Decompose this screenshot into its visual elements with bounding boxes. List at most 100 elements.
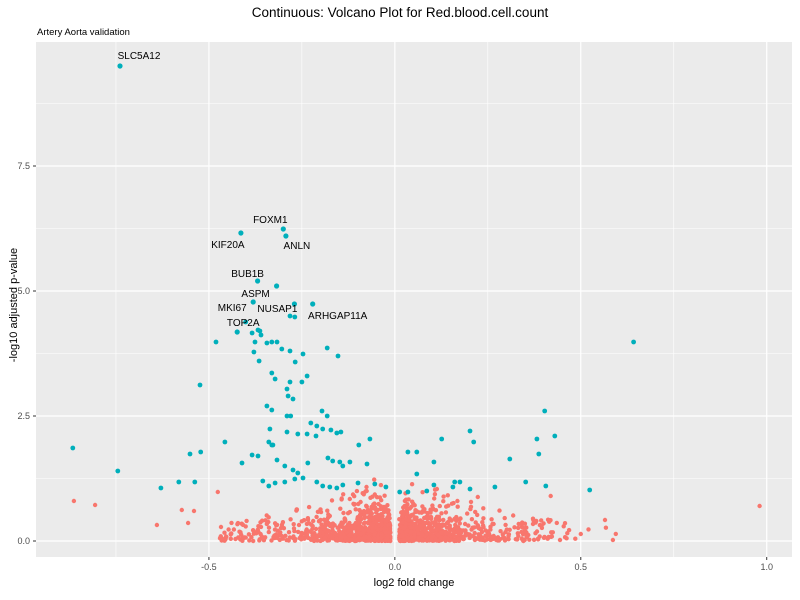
data-point <box>469 517 475 522</box>
data-point <box>428 521 433 526</box>
data-point <box>398 534 404 539</box>
data-point <box>372 532 377 537</box>
data-point <box>554 520 559 526</box>
data-point <box>448 537 453 542</box>
data-point <box>296 522 302 528</box>
data-point <box>437 518 442 523</box>
data-point <box>457 521 462 526</box>
data-point <box>357 512 363 518</box>
gene-label: ARHGAP11A <box>308 311 368 322</box>
data-point <box>285 393 291 399</box>
data-point <box>421 520 426 525</box>
data-point <box>441 499 446 504</box>
data-point <box>317 518 322 523</box>
data-point <box>364 484 369 490</box>
data-point <box>404 511 410 517</box>
data-point <box>222 439 228 445</box>
data-point <box>272 527 278 532</box>
data-point <box>488 527 493 532</box>
data-point <box>534 529 540 534</box>
data-point <box>231 527 237 532</box>
data-point <box>463 531 469 536</box>
data-point <box>455 527 460 532</box>
data-point <box>266 529 271 535</box>
data-point <box>176 479 182 485</box>
data-point <box>362 515 367 521</box>
data-point <box>375 537 380 542</box>
data-point <box>334 430 340 436</box>
data-point <box>412 503 417 508</box>
data-point <box>240 522 246 527</box>
data-point <box>457 479 463 485</box>
data-point <box>490 521 495 527</box>
data-point <box>373 515 379 520</box>
data-point <box>292 314 298 320</box>
data-point <box>495 538 501 543</box>
data-point <box>446 519 451 525</box>
data-point <box>312 537 317 542</box>
data-point <box>338 506 343 511</box>
data-point <box>279 346 285 352</box>
data-point <box>378 482 384 488</box>
plot-subtitle: Artery Aorta validation <box>37 27 130 38</box>
data-point <box>314 423 320 429</box>
data-point <box>506 533 511 539</box>
page-title: Continuous: Volcano Plot for Red.blood.c… <box>251 5 549 20</box>
data-point <box>524 534 529 540</box>
data-point <box>338 429 344 435</box>
data-point <box>537 534 542 539</box>
data-point <box>287 379 293 385</box>
data-point <box>267 426 273 432</box>
data-point <box>536 451 542 457</box>
data-point <box>387 522 392 527</box>
plot-panel <box>36 42 792 557</box>
data-point <box>467 428 473 434</box>
data-point <box>409 535 414 540</box>
data-point <box>307 529 313 534</box>
data-point <box>312 532 317 538</box>
data-point <box>339 496 344 501</box>
data-point <box>400 509 406 514</box>
x-tick-label: 0.5 <box>575 562 588 572</box>
data-point <box>405 506 411 511</box>
gene-label: FOXM1 <box>253 215 288 226</box>
data-point <box>305 460 311 466</box>
data-point <box>223 534 229 539</box>
data-point <box>278 530 283 535</box>
data-point <box>414 471 420 477</box>
data-point <box>290 396 296 402</box>
data-point <box>299 536 304 541</box>
data-point <box>398 538 403 544</box>
data-point <box>244 518 249 524</box>
data-point <box>300 351 306 357</box>
y-tick-label: 5.0 <box>17 286 30 296</box>
data-point <box>335 538 340 543</box>
data-point <box>330 458 336 464</box>
data-point <box>71 498 77 504</box>
data-point <box>338 533 343 539</box>
data-point <box>375 507 380 512</box>
data-point <box>502 537 508 542</box>
data-point <box>328 427 334 433</box>
data-point <box>479 537 484 542</box>
data-point <box>539 518 544 523</box>
data-point <box>360 491 365 496</box>
data-point <box>435 532 441 538</box>
data-point <box>251 349 257 355</box>
y-tick-label: 7.5 <box>17 161 30 171</box>
data-point <box>472 525 477 530</box>
data-point <box>341 492 346 497</box>
data-point <box>475 536 481 541</box>
data-point <box>447 523 452 528</box>
data-point <box>269 538 274 543</box>
data-point <box>522 521 528 526</box>
data-point <box>352 502 357 507</box>
data-point <box>251 538 256 544</box>
data-point <box>468 499 474 505</box>
data-point <box>374 519 379 524</box>
data-point <box>586 527 591 532</box>
data-point <box>481 516 486 521</box>
data-point <box>287 348 293 354</box>
data-point <box>516 525 521 531</box>
data-point <box>328 534 333 539</box>
